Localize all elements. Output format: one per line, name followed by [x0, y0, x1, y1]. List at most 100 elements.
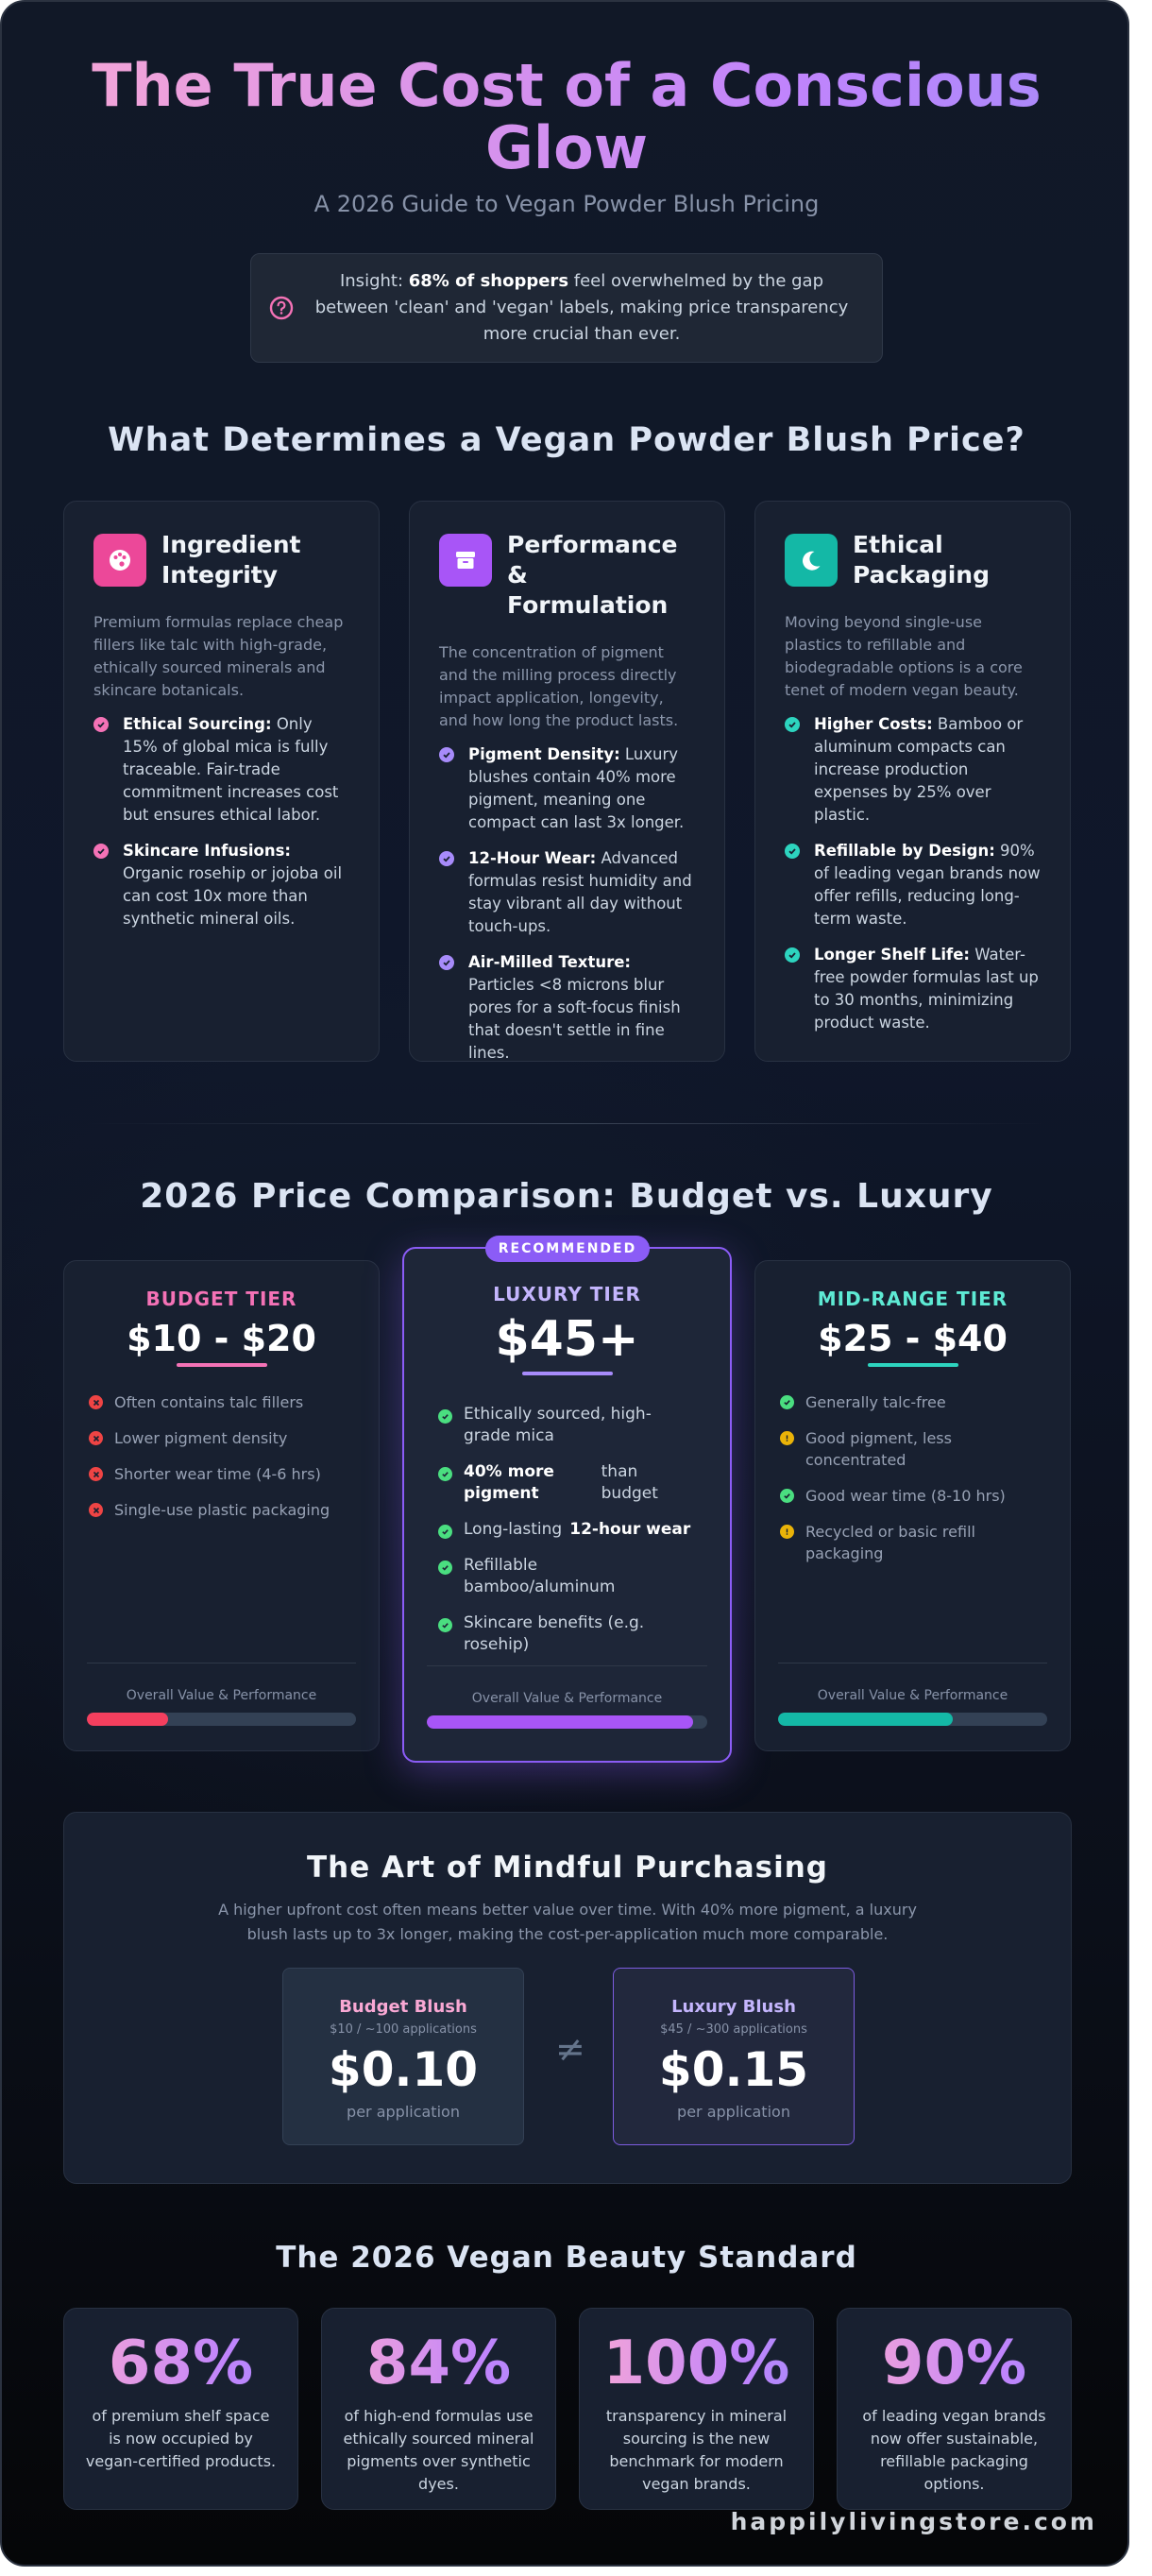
cost-name: Luxury Blush [671, 1997, 796, 2017]
item-bold: Higher Costs: [814, 715, 933, 733]
check-icon [785, 844, 800, 859]
check-icon [438, 1618, 452, 1632]
factor-card-performance: Performance & Formulation The concentrat… [409, 501, 725, 1062]
insight-prefix: Insight: [339, 271, 409, 291]
stat-desc: of leading vegan brands now offer sustai… [862, 2407, 1046, 2493]
recommended-badge: RECOMMENDED [485, 1236, 650, 1262]
list-item: Often contains talc fillers [89, 1391, 379, 1413]
value-fill [87, 1713, 168, 1726]
item-bold: 12-hour wear [569, 1520, 691, 1539]
warning-icon [780, 1431, 794, 1445]
value-label: Overall Value & Performance [126, 1688, 317, 1703]
list-item: Recycled or basic refill packaging [780, 1521, 1051, 1564]
tier-price: $25 - $40 [818, 1318, 1008, 1359]
palette-icon [93, 534, 146, 587]
stat-number: 84% [322, 2328, 555, 2399]
list-item: Lower pigment density [89, 1427, 379, 1449]
list-item: Ethically sourced, high-grade mica [438, 1404, 684, 1447]
pricing-heading: 2026 Price Comparison: Budget vs. Luxury [140, 1177, 993, 1216]
list-item: Ethical Sourcing: Only 15% of global mic… [93, 713, 350, 827]
mindful-heading: The Art of Mindful Purchasing [307, 1851, 828, 1885]
list-item: Skincare Infusions: Organic rosehip or j… [93, 840, 350, 930]
item-text: Lower pigment density [114, 1429, 288, 1447]
list-item: Shorter wear time (4-6 hrs) [89, 1463, 379, 1485]
item-text: Particles <8 microns blur pores for a so… [468, 976, 681, 1062]
budget-tier-card: BUDGET TIER $10 - $20 Often contains tal… [63, 1260, 380, 1751]
stat-number: 68% [64, 2328, 297, 2399]
factor-card-packaging: Ethical Packaging Moving beyond single-u… [754, 501, 1071, 1062]
stat-card: 100% transparency in mineral sourcing is… [579, 2308, 814, 2510]
warning-icon [780, 1525, 794, 1539]
cost-sub: $45 / ~300 applications [660, 2022, 807, 2037]
item-bold: 40% more pigment [464, 1462, 554, 1503]
list-item: Longer Shelf Life: Water-free powder for… [785, 944, 1042, 1034]
item-text: Recycled or basic refill packaging [805, 1523, 975, 1562]
item-bold: Air-Milled Texture: [468, 953, 632, 971]
item-text: than budget [601, 1462, 658, 1503]
check-icon [438, 1561, 452, 1575]
stat-desc: of high-end formulas use ethically sourc… [343, 2407, 534, 2493]
cost-price: $0.15 [658, 2042, 809, 2097]
check-icon [439, 747, 454, 762]
item-text: Advanced formulas resist humidity and st… [468, 849, 692, 935]
standard-heading: The 2026 Vegan Beauty Standard [276, 2241, 857, 2275]
section-divider [87, 1123, 1046, 1124]
value-label: Overall Value & Performance [817, 1688, 1008, 1703]
value-meter: Overall Value & Performance [778, 1663, 1047, 1726]
value-track [427, 1715, 707, 1729]
check-icon [439, 851, 454, 866]
cost-price: $0.10 [328, 2042, 479, 2097]
stat-desc: of premium shelf space is now occupied b… [85, 2407, 277, 2470]
item-text: Luxury blushes contain 40% more pigment,… [468, 745, 685, 831]
factors-heading: What Determines a Vegan Powder Blush Pri… [108, 421, 1025, 459]
check-icon [785, 717, 800, 732]
page-subtitle: A 2026 Guide to Vegan Powder Blush Prici… [313, 191, 820, 217]
tier-underline [521, 1372, 613, 1375]
item-bold: Skincare Infusions: [123, 842, 292, 860]
check-icon [785, 947, 800, 963]
item-text: 90% of leading vegan brands now offer re… [814, 842, 1041, 928]
item-bold: Refillable by Design: [814, 842, 995, 860]
value-track [778, 1713, 1047, 1726]
archive-box-icon [439, 534, 492, 587]
factor-title: Ethical Packaging [853, 531, 990, 589]
item-text: Good wear time (8-10 hrs) [805, 1487, 1006, 1505]
question-circle-icon [269, 296, 294, 320]
list-item: Higher Costs: Bamboo or aluminum compact… [785, 713, 1042, 827]
factor-desc: Moving beyond single-use plastics to ref… [785, 613, 1023, 699]
insight-highlight: 68% of shoppers [408, 271, 569, 291]
value-track [87, 1713, 356, 1726]
tier-name: LUXURY TIER [493, 1283, 641, 1305]
list-item: Long-lasting 12-hour wear [438, 1519, 693, 1541]
factor-title: Ingredient Integrity [161, 531, 301, 589]
value-meter: Overall Value & Performance [427, 1665, 707, 1729]
tier-name: MID-RANGE TIER [817, 1288, 1008, 1310]
cost-sub: $10 / ~100 applications [330, 2022, 477, 2037]
stat-number: 90% [838, 2328, 1071, 2399]
insight-rest: feel overwhelmed by the gap between 'cle… [314, 271, 849, 344]
check-icon [438, 1525, 452, 1539]
value-meter: Overall Value & Performance [87, 1663, 356, 1726]
item-text: Often contains talc fillers [114, 1393, 304, 1411]
x-circle-icon [89, 1467, 103, 1481]
luxury-cost-box: Luxury Blush $45 / ~300 applications $0.… [613, 1968, 855, 2145]
mindful-desc: A higher upfront cost often means better… [218, 1901, 917, 1943]
tier-name: BUDGET TIER [145, 1288, 297, 1310]
item-bold: Longer Shelf Life: [814, 946, 971, 964]
list-item: Good wear time (8-10 hrs) [780, 1485, 1051, 1507]
item-bold: Ethical Sourcing: [123, 715, 272, 733]
factor-desc: Premium formulas replace cheap fillers l… [93, 613, 344, 699]
factor-desc: The concentration of pigment and the mil… [439, 643, 679, 729]
list-item: Pigment Density: Luxury blushes contain … [439, 743, 696, 834]
not-equal-sign: ≠ [555, 2028, 585, 2070]
item-text: Refillable bamboo/aluminum [464, 1556, 616, 1596]
check-icon [93, 844, 109, 859]
value-label: Overall Value & Performance [471, 1691, 663, 1706]
item-text: Good pigment, less concentrated [805, 1429, 952, 1469]
infographic-page: The True Cost of a Conscious Glow A 2026… [0, 0, 1129, 2567]
cost-unit: per application [677, 2103, 790, 2121]
brand-link[interactable]: happilylivingstore.com [730, 2508, 1097, 2535]
item-text: Organic rosehip or jojoba oil can cost 1… [123, 864, 343, 928]
mid-tier-card: MID-RANGE TIER $25 - $40 Generally talc-… [754, 1260, 1071, 1751]
x-circle-icon [89, 1395, 103, 1409]
